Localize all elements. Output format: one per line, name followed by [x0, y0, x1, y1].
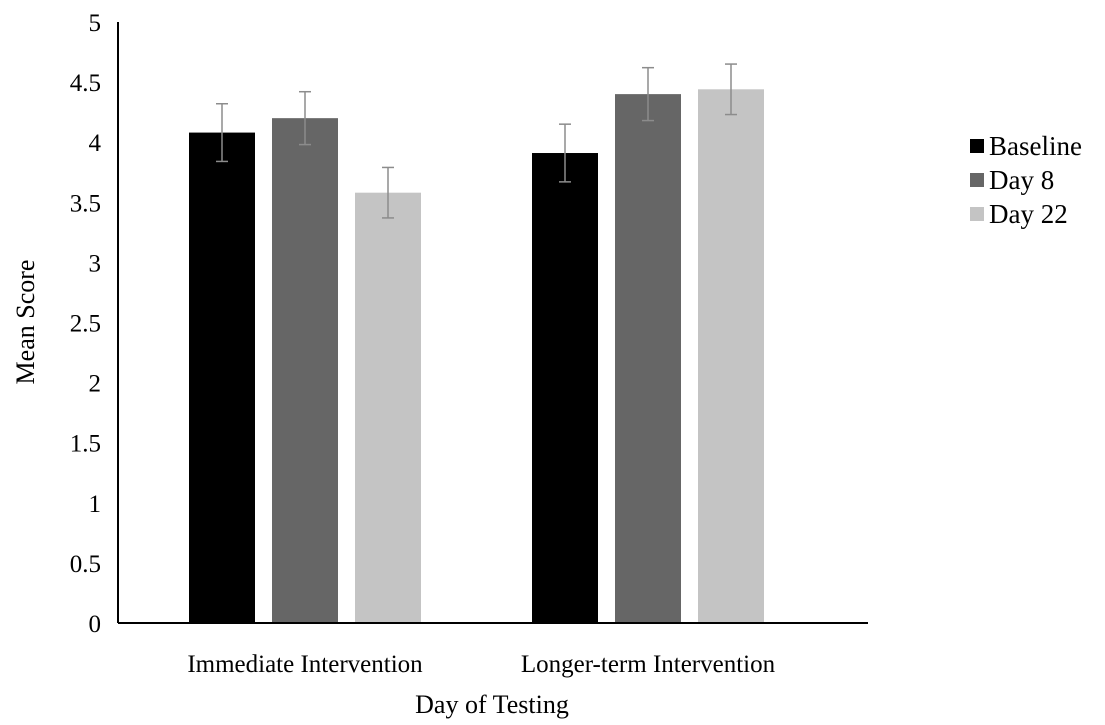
legend-label: Day 8 [989, 165, 1054, 195]
y-axis-title: Mean Score [11, 260, 40, 385]
y-tick-label: 1.5 [70, 431, 101, 458]
error-bar [216, 102, 228, 163]
legend-item: Day 8 [970, 165, 1054, 195]
error-bar [642, 66, 654, 122]
legend-label: Day 22 [989, 199, 1068, 229]
y-tick-label: 2 [89, 371, 102, 398]
y-tick-labels: 0 0.5 1 1.5 2 2.5 3 3.5 4 4.5 5 [70, 10, 102, 638]
legend-item: Day 22 [970, 199, 1068, 229]
x-category-label: Longer-term Intervention [521, 651, 776, 678]
legend-swatch [970, 173, 984, 187]
legend-item: Baseline [970, 131, 1082, 161]
error-bar [382, 166, 394, 219]
x-category-labels: Immediate Intervention Longer-term Interv… [187, 651, 775, 678]
y-tick-label: 2.5 [70, 311, 101, 338]
y-tick-label: 0.5 [70, 551, 101, 578]
bar-baseline-1 [189, 132, 255, 624]
bar-day-8-2 [615, 94, 681, 624]
y-tick-label: 0 [89, 611, 102, 638]
error-bars-layer [216, 63, 737, 219]
x-axis-title: Day of Testing [415, 690, 569, 719]
bar-day-22-2 [698, 89, 764, 623]
bar-day-8-1 [272, 118, 338, 623]
y-tick-label: 4.5 [70, 70, 101, 97]
bar-day-22-1 [355, 192, 421, 623]
error-bar [559, 123, 571, 183]
legend-swatch [970, 207, 984, 221]
legend-label: Baseline [989, 131, 1082, 161]
y-tick-label: 3 [89, 250, 102, 277]
error-bar [299, 90, 311, 146]
y-tick-label: 1 [89, 491, 102, 518]
bar-baseline-2 [532, 153, 598, 623]
axes-layer [117, 22, 868, 624]
x-category-label: Immediate Intervention [187, 651, 423, 678]
bars-layer [189, 89, 764, 624]
y-tick-label: 3.5 [70, 190, 101, 217]
y-tick-label: 4 [89, 130, 102, 157]
error-bar [725, 63, 737, 116]
y-tick-label: 5 [89, 10, 102, 37]
legend: Baseline Day 8 Day 22 [970, 131, 1082, 229]
legend-swatch [970, 139, 984, 153]
